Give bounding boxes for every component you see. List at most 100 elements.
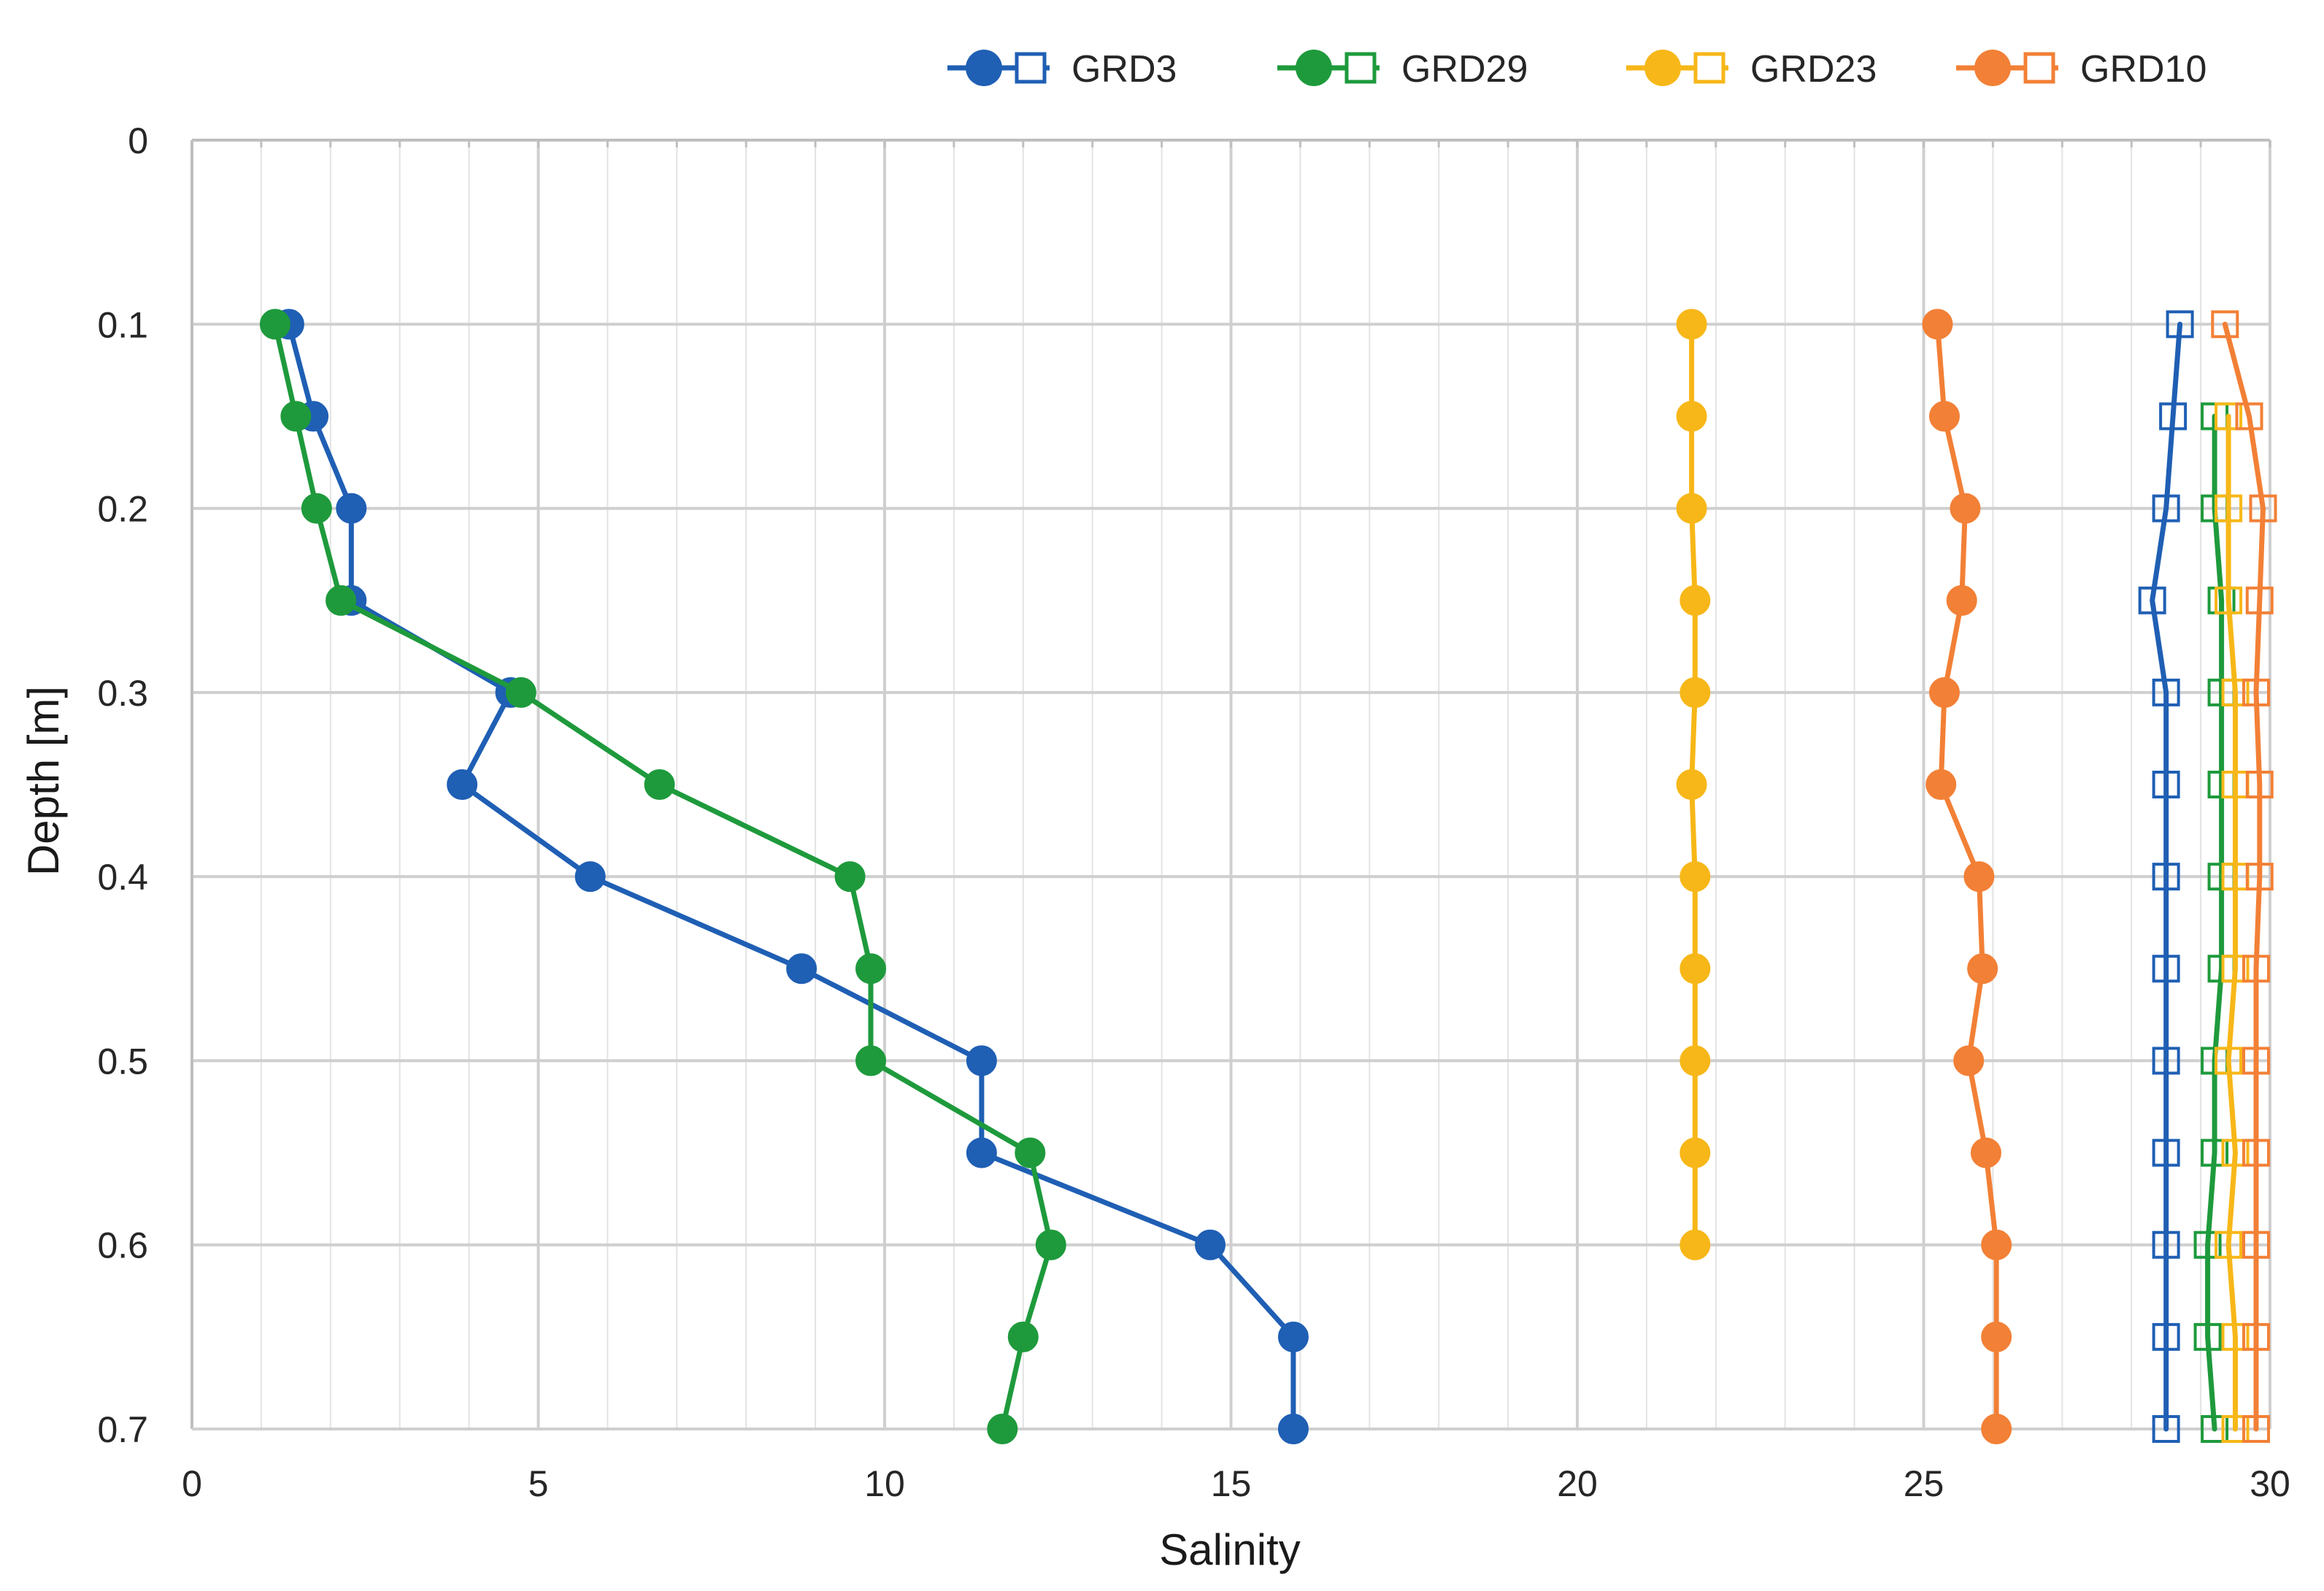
data-point <box>2166 310 2194 339</box>
legend-label: GRD29 <box>1401 48 1528 90</box>
series-line <box>2222 321 2266 1432</box>
data-point <box>326 585 357 616</box>
data-point <box>2159 402 2188 431</box>
x-tick-label: 25 <box>1904 1463 1944 1504</box>
legend: GRD3 GRD29 GRD23 GRD10 <box>947 48 2206 90</box>
legend-entry-grd10: GRD10 <box>1956 48 2206 90</box>
data-point <box>1035 1229 1066 1260</box>
data-point <box>280 401 312 432</box>
data-point <box>1679 585 1711 616</box>
legend-square-marker <box>1693 52 1725 84</box>
legend-label: GRD23 <box>1750 48 1877 90</box>
series-grd10-filled <box>1922 309 2012 1444</box>
legend-circle-marker <box>966 50 1002 86</box>
data-point <box>2152 494 2180 523</box>
data-point <box>505 677 536 708</box>
data-point <box>1925 769 1957 800</box>
data-point <box>2201 1415 2229 1443</box>
data-point <box>834 861 866 893</box>
data-point <box>855 1045 887 1076</box>
y-tick-label: 0.4 <box>97 857 148 898</box>
data-point <box>855 953 887 985</box>
y-tick-label: 0.7 <box>97 1409 148 1450</box>
data-point <box>1676 309 1707 340</box>
data-point <box>966 1045 997 1076</box>
data-point <box>1277 1321 1309 1352</box>
data-point <box>2152 863 2180 891</box>
data-point <box>2245 586 2274 615</box>
data-point <box>1679 1137 1711 1168</box>
data-point <box>2152 1415 2180 1443</box>
data-point <box>2215 494 2243 523</box>
data-point <box>1195 1229 1226 1260</box>
data-point <box>1676 769 1707 800</box>
legend-entry-grd29: GRD29 <box>1277 48 1528 90</box>
data-point <box>987 1414 1018 1444</box>
data-point <box>2193 1322 2222 1351</box>
data-point <box>2152 771 2180 798</box>
data-point <box>2201 1139 2229 1167</box>
data-point <box>786 953 817 985</box>
y-tick-label: 0 <box>128 120 148 161</box>
data-point <box>1981 1414 2012 1444</box>
data-point <box>2235 402 2263 431</box>
y-axis-title: Depth [m] <box>19 686 68 876</box>
legend-entry-grd23: GRD23 <box>1626 48 1877 90</box>
data-point <box>1922 309 1953 340</box>
legend-circle-marker <box>1974 50 2011 86</box>
data-point <box>2211 310 2239 339</box>
legend-label: GRD3 <box>1071 48 1177 90</box>
y-tick-label: 0.3 <box>97 673 148 714</box>
data-point <box>1970 1137 2001 1168</box>
data-point <box>2215 1047 2243 1075</box>
x-tick-label: 0 <box>182 1463 202 1504</box>
data-point <box>2245 771 2274 798</box>
data-point <box>2242 1322 2271 1351</box>
data-point <box>1981 1229 2012 1260</box>
data-point <box>447 769 478 800</box>
data-point <box>644 769 675 800</box>
series-grd3-open <box>2138 310 2194 1443</box>
data-point <box>2215 586 2243 615</box>
data-point <box>1679 861 1711 893</box>
legend-circle-marker <box>1644 50 1681 86</box>
legend-square-marker <box>1015 52 1047 84</box>
data-point <box>2221 678 2250 706</box>
data-point <box>1981 1321 2012 1352</box>
series-grd10-open <box>2211 310 2277 1443</box>
data-point <box>1967 953 1998 985</box>
y-tick-label: 0.1 <box>97 304 148 345</box>
data-point <box>1679 1045 1711 1076</box>
x-tick-label: 30 <box>2250 1463 2290 1504</box>
legend-entry-grd3: GRD3 <box>947 48 1177 90</box>
data-point <box>2152 1230 2180 1259</box>
series-grd23-filled <box>1676 309 1711 1260</box>
y-tick-label: 0.5 <box>97 1041 148 1082</box>
data-point <box>1928 677 1960 708</box>
grid <box>191 139 2271 1430</box>
data-point <box>1679 1229 1711 1260</box>
axes: 0 5 10 15 20 25 30 0 0.1 0.2 0.3 0.4 0.5 0.6 0.7 <box>97 120 2290 1504</box>
data-point <box>1950 493 1981 524</box>
data-point <box>259 309 290 340</box>
data-point <box>1946 585 1977 616</box>
data-point <box>2215 402 2243 431</box>
data-point <box>1963 861 1995 893</box>
data-point <box>2242 1139 2271 1167</box>
data-point <box>1676 493 1707 524</box>
x-tick-label: 5 <box>528 1463 549 1504</box>
legend-square-marker <box>2023 52 2055 84</box>
data-point <box>336 493 367 524</box>
data-point <box>1015 1137 1046 1168</box>
data-point <box>301 493 332 524</box>
data-point <box>2152 678 2180 706</box>
data-point <box>1277 1414 1309 1444</box>
x-tick-label: 10 <box>864 1463 905 1504</box>
data-point <box>1007 1321 1039 1352</box>
data-point <box>1953 1045 1985 1076</box>
series-line <box>2205 413 2225 1432</box>
legend-circle-marker <box>1296 50 1332 86</box>
data-point <box>1676 401 1707 432</box>
series-line <box>2150 321 2183 1432</box>
data-point <box>2242 1415 2271 1443</box>
